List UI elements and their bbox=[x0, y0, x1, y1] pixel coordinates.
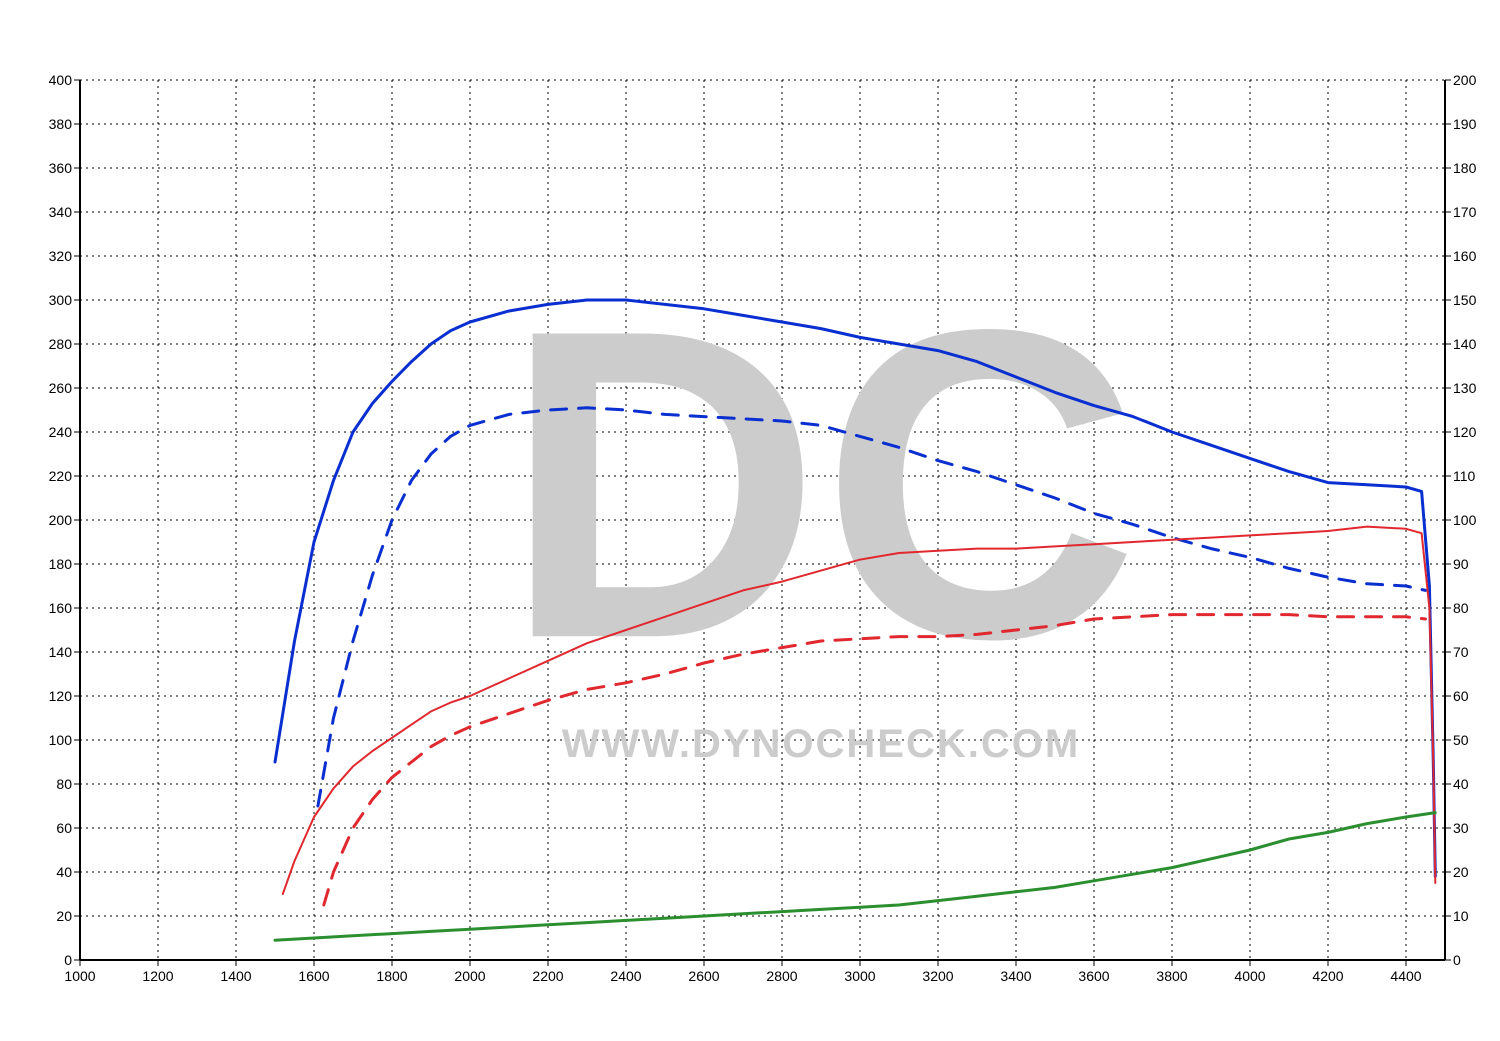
x-tick: 3800 bbox=[1156, 968, 1187, 984]
y-right-tick: 80 bbox=[1453, 600, 1469, 616]
x-tick: 1800 bbox=[376, 968, 407, 984]
y-left-tick: 400 bbox=[49, 72, 72, 88]
y-left-tick: 360 bbox=[49, 160, 72, 176]
x-tick: 4200 bbox=[1312, 968, 1343, 984]
x-tick: 4000 bbox=[1234, 968, 1265, 984]
y-right-tick: 140 bbox=[1453, 336, 1476, 352]
y-left-tick: 260 bbox=[49, 380, 72, 396]
y-left-tick: 20 bbox=[56, 908, 72, 924]
y-right-tick: 120 bbox=[1453, 424, 1476, 440]
y-right-tick: 200 bbox=[1453, 72, 1476, 88]
y-left-tick: 60 bbox=[56, 820, 72, 836]
x-tick: 1200 bbox=[142, 968, 173, 984]
y-right-tick: 40 bbox=[1453, 776, 1469, 792]
y-left-tick: 200 bbox=[49, 512, 72, 528]
watermark-url: WWW.DYNOCHECK.COM bbox=[562, 722, 1080, 766]
plot-area: DCWWW.DYNOCHECK.COM bbox=[0, 0, 1500, 1041]
x-tick: 3600 bbox=[1078, 968, 1109, 984]
y-left-tick: 280 bbox=[49, 336, 72, 352]
x-tick: 3000 bbox=[844, 968, 875, 984]
y-right-tick: 100 bbox=[1453, 512, 1476, 528]
x-tick: 3400 bbox=[1000, 968, 1031, 984]
y-right-tick: 70 bbox=[1453, 644, 1469, 660]
y-left-tick: 240 bbox=[49, 424, 72, 440]
x-tick: 1000 bbox=[64, 968, 95, 984]
y-left-tick: 100 bbox=[49, 732, 72, 748]
y-left-tick: 300 bbox=[49, 292, 72, 308]
y-right-tick: 130 bbox=[1453, 380, 1476, 396]
y-left-tick: 220 bbox=[49, 468, 72, 484]
y-right-tick: 190 bbox=[1453, 116, 1476, 132]
y-right-tick: 60 bbox=[1453, 688, 1469, 704]
y-left-tick: 160 bbox=[49, 600, 72, 616]
y-left-tick: 320 bbox=[49, 248, 72, 264]
y-left-tick: 340 bbox=[49, 204, 72, 220]
y-left-tick: 80 bbox=[56, 776, 72, 792]
y-left-tick: 180 bbox=[49, 556, 72, 572]
y-left-tick: 120 bbox=[49, 688, 72, 704]
y-left-tick: 40 bbox=[56, 864, 72, 880]
y-right-tick: 0 bbox=[1453, 952, 1461, 968]
y-left-tick: 140 bbox=[49, 644, 72, 660]
x-tick: 2400 bbox=[610, 968, 641, 984]
y-left-tick: 0 bbox=[64, 952, 72, 968]
y-right-tick: 10 bbox=[1453, 908, 1469, 924]
x-tick: 3200 bbox=[922, 968, 953, 984]
dyno-chart: Graf výkonu a točivého momentu Točivý mo… bbox=[0, 0, 1500, 1041]
x-tick: 1400 bbox=[220, 968, 251, 984]
y-right-tick: 30 bbox=[1453, 820, 1469, 836]
x-tick: 2200 bbox=[532, 968, 563, 984]
watermark-logo: DC bbox=[503, 239, 1139, 730]
y-right-tick: 180 bbox=[1453, 160, 1476, 176]
x-tick: 2800 bbox=[766, 968, 797, 984]
y-left-tick: 380 bbox=[49, 116, 72, 132]
y-right-tick: 160 bbox=[1453, 248, 1476, 264]
x-tick: 2000 bbox=[454, 968, 485, 984]
y-right-tick: 50 bbox=[1453, 732, 1469, 748]
x-tick: 1600 bbox=[298, 968, 329, 984]
y-right-tick: 110 bbox=[1453, 468, 1475, 484]
y-right-tick: 150 bbox=[1453, 292, 1476, 308]
x-tick: 2600 bbox=[688, 968, 719, 984]
y-right-tick: 90 bbox=[1453, 556, 1469, 572]
x-tick: 4400 bbox=[1390, 968, 1421, 984]
y-right-tick: 20 bbox=[1453, 864, 1469, 880]
y-right-tick: 170 bbox=[1453, 204, 1476, 220]
